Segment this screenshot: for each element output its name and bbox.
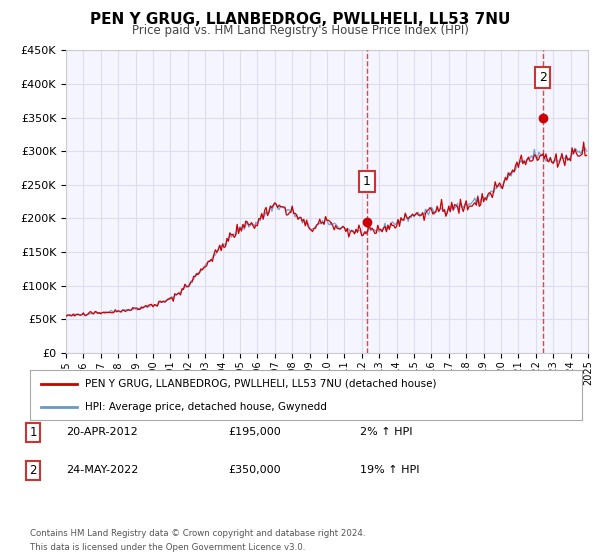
Text: This data is licensed under the Open Government Licence v3.0.: This data is licensed under the Open Gov… bbox=[30, 543, 305, 552]
Text: 19% ↑ HPI: 19% ↑ HPI bbox=[360, 465, 419, 475]
Text: £350,000: £350,000 bbox=[228, 465, 281, 475]
Text: 1: 1 bbox=[29, 426, 37, 439]
Text: Contains HM Land Registry data © Crown copyright and database right 2024.: Contains HM Land Registry data © Crown c… bbox=[30, 529, 365, 538]
Text: £195,000: £195,000 bbox=[228, 427, 281, 437]
Text: PEN Y GRUG, LLANBEDROG, PWLLHELI, LL53 7NU: PEN Y GRUG, LLANBEDROG, PWLLHELI, LL53 7… bbox=[90, 12, 510, 27]
Text: 2: 2 bbox=[29, 464, 37, 477]
Text: 24-MAY-2022: 24-MAY-2022 bbox=[66, 465, 139, 475]
Text: PEN Y GRUG, LLANBEDROG, PWLLHELI, LL53 7NU (detached house): PEN Y GRUG, LLANBEDROG, PWLLHELI, LL53 7… bbox=[85, 379, 437, 389]
Text: HPI: Average price, detached house, Gwynedd: HPI: Average price, detached house, Gwyn… bbox=[85, 403, 327, 412]
Text: 1: 1 bbox=[363, 175, 371, 188]
Text: Price paid vs. HM Land Registry's House Price Index (HPI): Price paid vs. HM Land Registry's House … bbox=[131, 24, 469, 37]
Text: 2: 2 bbox=[539, 71, 547, 84]
Text: 2% ↑ HPI: 2% ↑ HPI bbox=[360, 427, 413, 437]
Text: 20-APR-2012: 20-APR-2012 bbox=[66, 427, 138, 437]
